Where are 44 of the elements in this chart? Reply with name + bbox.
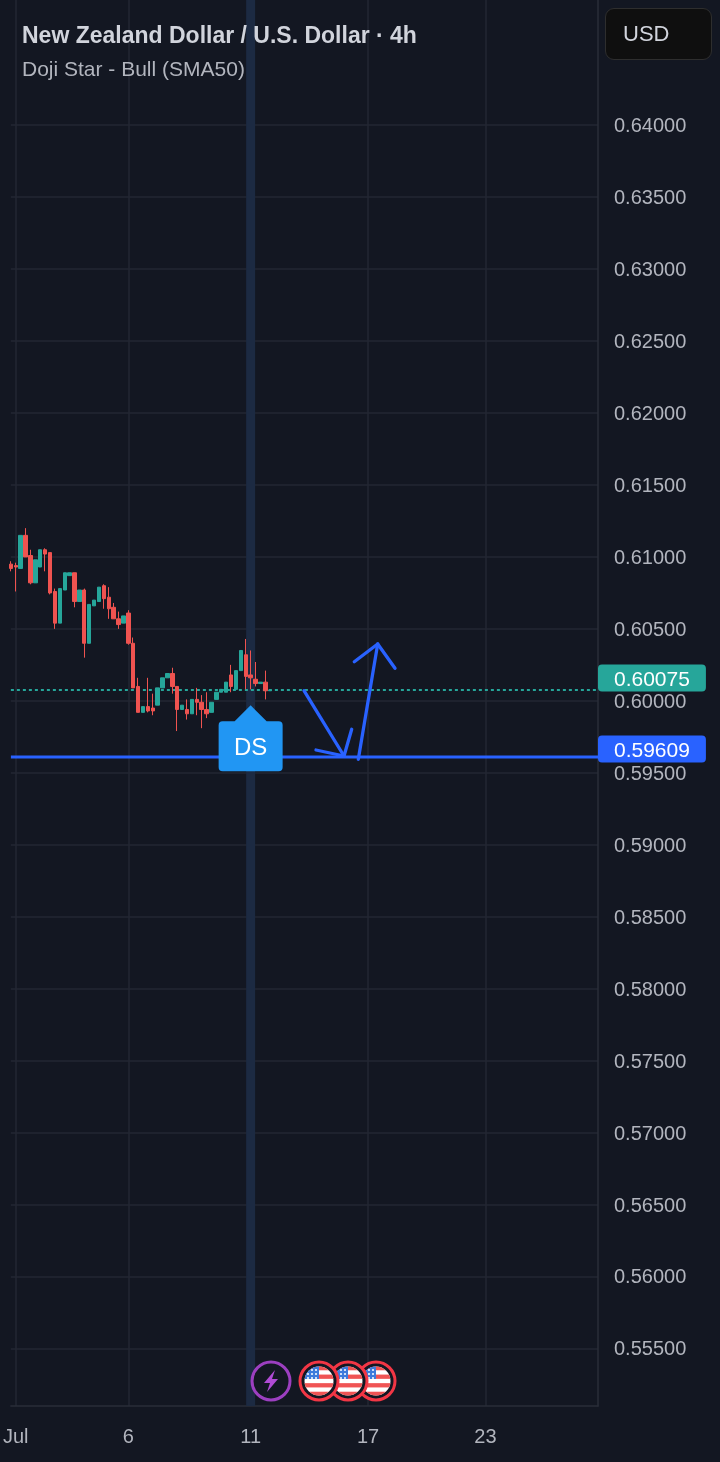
candlestick [253,661,258,687]
annotation: DS [233,732,268,760]
y-tick-label: 0.59500 [614,761,687,784]
candlestick [180,704,184,710]
x-tick-label: 23 [474,1425,497,1447]
candlestick [185,698,189,721]
x-tick-label: 11 [240,1425,262,1447]
ref-line-label: 0.59609 [614,737,690,761]
y-tick-label: 0.59000 [614,833,687,856]
candlestick [82,588,86,659]
text: Doji Star - Bull (SMA50) [22,57,245,80]
candlestick [18,534,23,569]
y-tick-label: 0.57000 [614,1121,687,1144]
y-tick-label: 0.61500 [614,473,687,496]
candlestick [209,701,214,713]
candlestick [77,589,82,603]
y-tick-label: 0.63500 [614,186,687,209]
candlestick [141,706,145,713]
x-tick-label: 17 [356,1425,380,1447]
y-tick-label: 0.61000 [614,545,687,568]
candlestick [121,615,126,624]
y-tick-label: 0.62500 [614,330,687,353]
y-tick-label: 0.58500 [614,905,687,928]
y-tick-label: 0.60000 [614,689,687,712]
candlestick [268,689,272,692]
y-tick-label: 0.58000 [614,977,687,1000]
y-tick-label: 0.60500 [614,617,687,640]
y-tick-label: 0.56000 [614,1265,687,1288]
text: New Zealand Dollar / U.S. Dollar · 4h [22,21,417,48]
candlestick [229,664,233,693]
y-tick-label: 0.63000 [614,258,687,281]
candlestick [72,572,77,608]
x-tick-label: Jul [2,1425,29,1447]
candlestick [258,681,263,685]
y-tick-label: 0.56500 [614,1193,687,1216]
y-axis-title: USD [605,8,712,60]
y-tick-label: 0.57500 [614,1049,687,1072]
candlestick [190,698,194,715]
y-tick-label: 0.62000 [614,402,687,425]
candlestick [263,670,268,700]
x-tick-label: 6 [122,1425,134,1447]
ref-line-label: 0.60075 [614,666,690,690]
y-tick-label: 0.55500 [614,1337,687,1360]
y-tick-label: 0.64000 [614,114,687,137]
